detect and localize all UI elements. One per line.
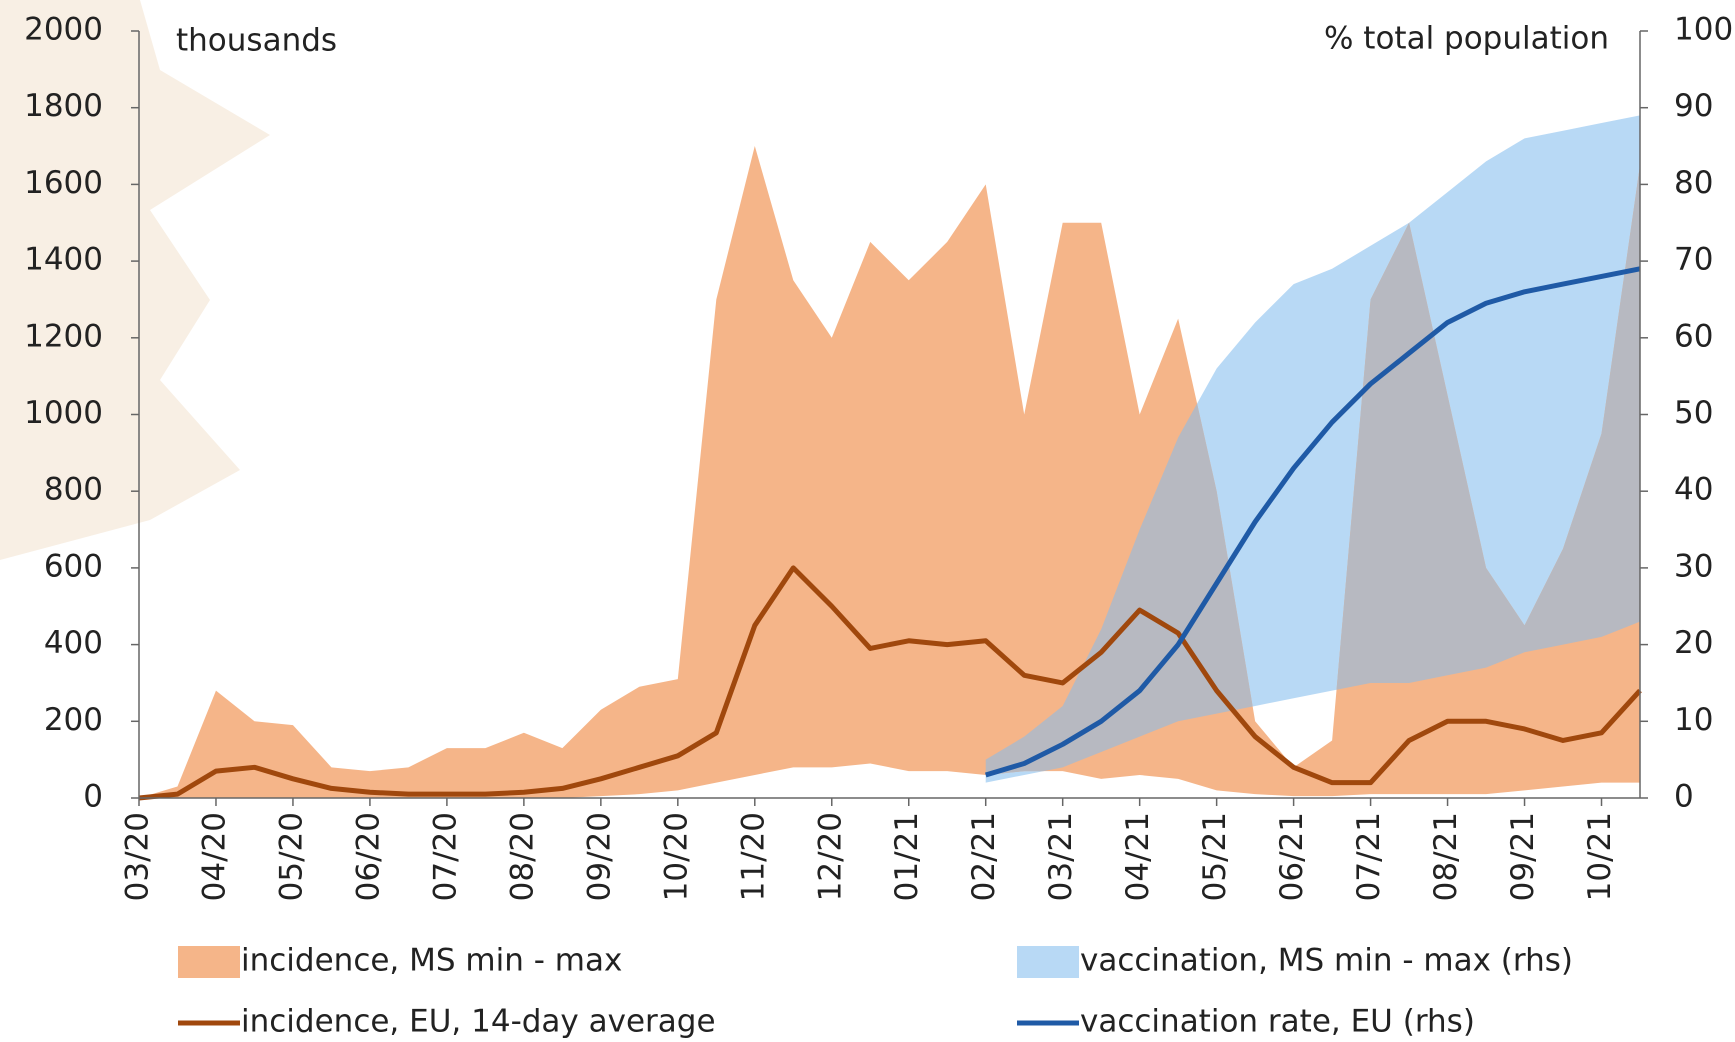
y-tick-label: 800 bbox=[44, 472, 103, 508]
x-tick-label: 06/21 bbox=[1274, 812, 1310, 901]
x-tick-label: 07/21 bbox=[1351, 812, 1387, 901]
y2-tick-label: 60 bbox=[1674, 318, 1713, 354]
y-tick-label: 1000 bbox=[24, 395, 103, 431]
legend-label: incidence, MS min - max bbox=[241, 943, 622, 979]
y2-tick-label: 90 bbox=[1674, 88, 1713, 124]
y2-tick-label: 20 bbox=[1674, 625, 1713, 661]
x-tick-label: 02/21 bbox=[966, 812, 1002, 901]
y-tick-label: 0 bbox=[83, 779, 103, 815]
y-axis-label: thousands bbox=[176, 23, 337, 59]
y2-tick-label: 80 bbox=[1674, 165, 1713, 201]
x-tick-label: 04/20 bbox=[196, 812, 232, 901]
x-tick-label: 10/20 bbox=[658, 812, 694, 901]
x-tick-label: 07/20 bbox=[427, 812, 463, 901]
y-tick-label: 1800 bbox=[24, 88, 103, 124]
x-tick-label: 06/20 bbox=[350, 812, 386, 901]
background-decoration bbox=[0, 0, 270, 560]
y-tick-label: 1600 bbox=[24, 165, 103, 201]
y-tick-label: 1200 bbox=[24, 318, 103, 354]
y-tick-label: 200 bbox=[44, 702, 103, 738]
y-tick-label: 400 bbox=[44, 625, 103, 661]
x-tick-label: 12/20 bbox=[812, 812, 848, 901]
series-line bbox=[985, 266, 1641, 778]
y-tick-label: 2000 bbox=[24, 12, 103, 48]
x-tick-label: 10/21 bbox=[1582, 812, 1618, 901]
series-line bbox=[138, 565, 1642, 801]
x-tick-label: 01/21 bbox=[889, 812, 925, 901]
x-tick-label: 05/21 bbox=[1197, 812, 1233, 901]
y2-tick-label: 70 bbox=[1674, 242, 1713, 278]
legend-swatch bbox=[1017, 946, 1079, 978]
y2-tick-label: 30 bbox=[1674, 548, 1713, 584]
y2-tick-label: 0 bbox=[1674, 779, 1694, 815]
y2-tick-label: 40 bbox=[1674, 472, 1713, 508]
x-tick-label: 09/20 bbox=[581, 812, 617, 901]
y-tick-label: 1400 bbox=[24, 242, 103, 278]
x-tick-label: 05/20 bbox=[273, 812, 309, 901]
range-area bbox=[139, 146, 1640, 799]
y2-tick-label: 10 bbox=[1674, 702, 1713, 738]
x-tick-label: 03/21 bbox=[1043, 812, 1079, 901]
y-tick-label: 600 bbox=[44, 548, 103, 584]
y2-axis-label: % total population bbox=[1324, 21, 1609, 57]
y2-tick-label: 100 bbox=[1674, 12, 1733, 48]
legend-swatch bbox=[178, 946, 240, 978]
x-tick-label: 08/20 bbox=[504, 812, 540, 901]
legend-label: incidence, EU, 14-day average bbox=[241, 1004, 716, 1040]
x-tick-label: 04/21 bbox=[1120, 812, 1156, 901]
x-tick-label: 11/20 bbox=[735, 812, 771, 901]
legend-label: vaccination, MS min - max (rhs) bbox=[1080, 943, 1573, 979]
x-tick-label: 03/20 bbox=[120, 812, 156, 901]
x-tick-label: 09/21 bbox=[1505, 812, 1541, 901]
y2-tick-label: 50 bbox=[1674, 395, 1713, 431]
legend-label: vaccination rate, EU (rhs) bbox=[1080, 1004, 1475, 1040]
x-tick-label: 08/21 bbox=[1428, 812, 1464, 901]
